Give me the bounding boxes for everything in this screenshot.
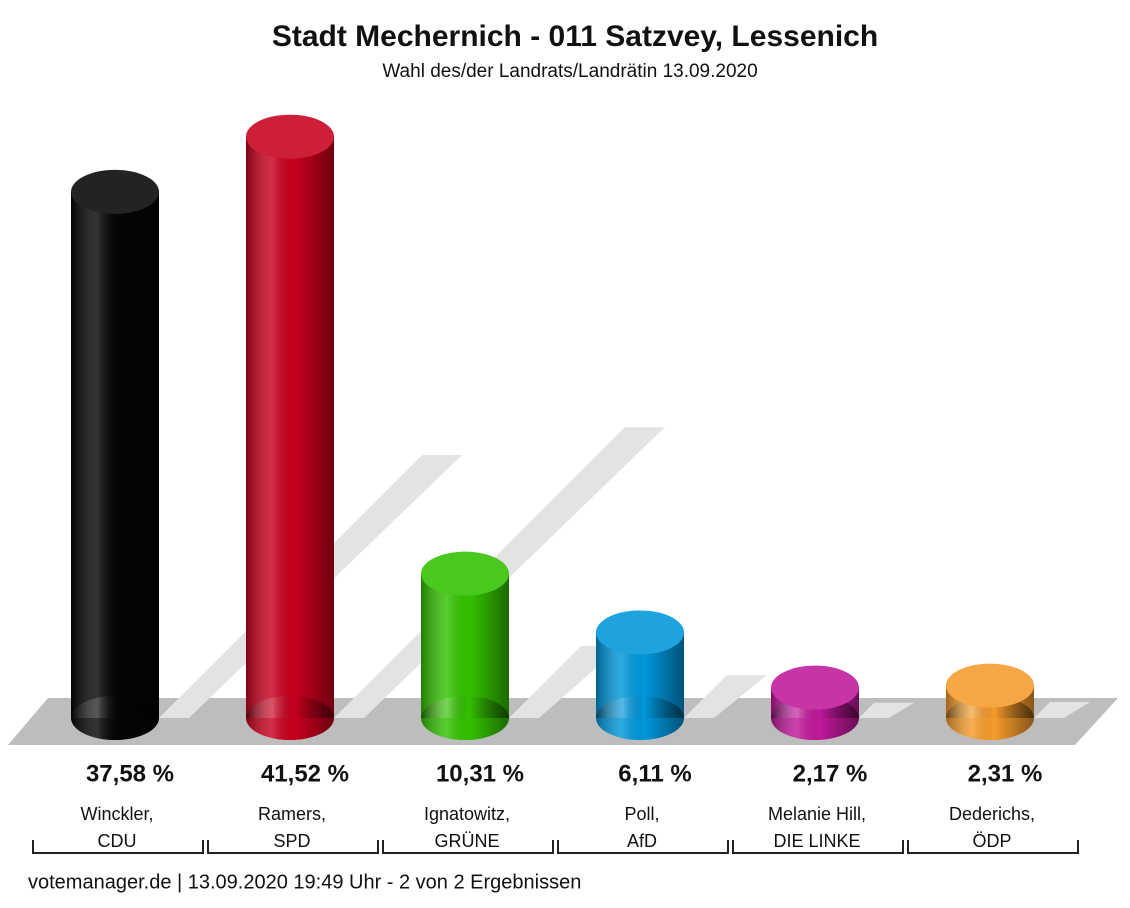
x-tick-label: Ramers,	[258, 804, 326, 824]
bar-top	[946, 663, 1034, 708]
chart-title: Stadt Mechernich - 011 Satzvey, Lessenic…	[272, 20, 878, 53]
bar-top-light	[771, 665, 859, 710]
x-tick-label: DIE LINKE	[773, 831, 860, 851]
bar-shadow	[684, 675, 767, 718]
category-bracket	[382, 840, 554, 854]
bar-shade	[421, 573, 509, 718]
category-bracket	[557, 840, 729, 854]
x-tick-label: Melanie Hill,	[768, 804, 866, 824]
bar-top-light	[71, 169, 159, 214]
x-tick-label: Poll,	[624, 804, 659, 824]
value-label: 2,31 %	[968, 760, 1043, 787]
bar-top-light	[246, 114, 334, 159]
bar-shadow	[509, 645, 622, 718]
bar-top	[596, 610, 684, 655]
bar-shadow	[859, 702, 915, 718]
value-label: 6,11 %	[618, 760, 691, 787]
footer: votemanager.de | 13.09.2020 19:49 Uhr - …	[28, 871, 581, 893]
x-tick-label: Dederichs,	[949, 804, 1035, 824]
bar-shadow	[1034, 701, 1091, 718]
bar-top	[71, 169, 159, 214]
chart-subtitle: Wahl des/der Landrats/Landrätin 13.09.20…	[382, 61, 757, 82]
category-bracket	[907, 840, 1079, 854]
bar-top-light	[421, 551, 509, 596]
x-tick-label: Winckler,	[80, 804, 153, 824]
bar-top	[421, 551, 509, 596]
bar-top-light	[596, 610, 684, 655]
category-bracket	[732, 840, 904, 854]
x-tick-label: GRÜNE	[434, 831, 499, 851]
x-tick-label: Ignatowitz,	[424, 804, 510, 824]
category-bracket	[32, 840, 204, 854]
x-tick-label: SPD	[273, 831, 310, 851]
value-label: 2,17 %	[793, 760, 868, 787]
value-label: 37,58 %	[86, 760, 174, 787]
bar-shade	[71, 191, 159, 718]
bar-top	[771, 665, 859, 710]
category-bracket	[207, 840, 379, 854]
value-label: 41,52 %	[261, 760, 349, 787]
bar-top	[246, 114, 334, 159]
x-tick-label: ÖDP	[972, 831, 1011, 851]
x-tick-label: AfD	[627, 831, 657, 851]
bar-shade	[246, 136, 334, 719]
bar-top-light	[946, 663, 1034, 708]
x-tick-label: CDU	[98, 831, 137, 851]
value-label: 10,31 %	[436, 760, 524, 787]
